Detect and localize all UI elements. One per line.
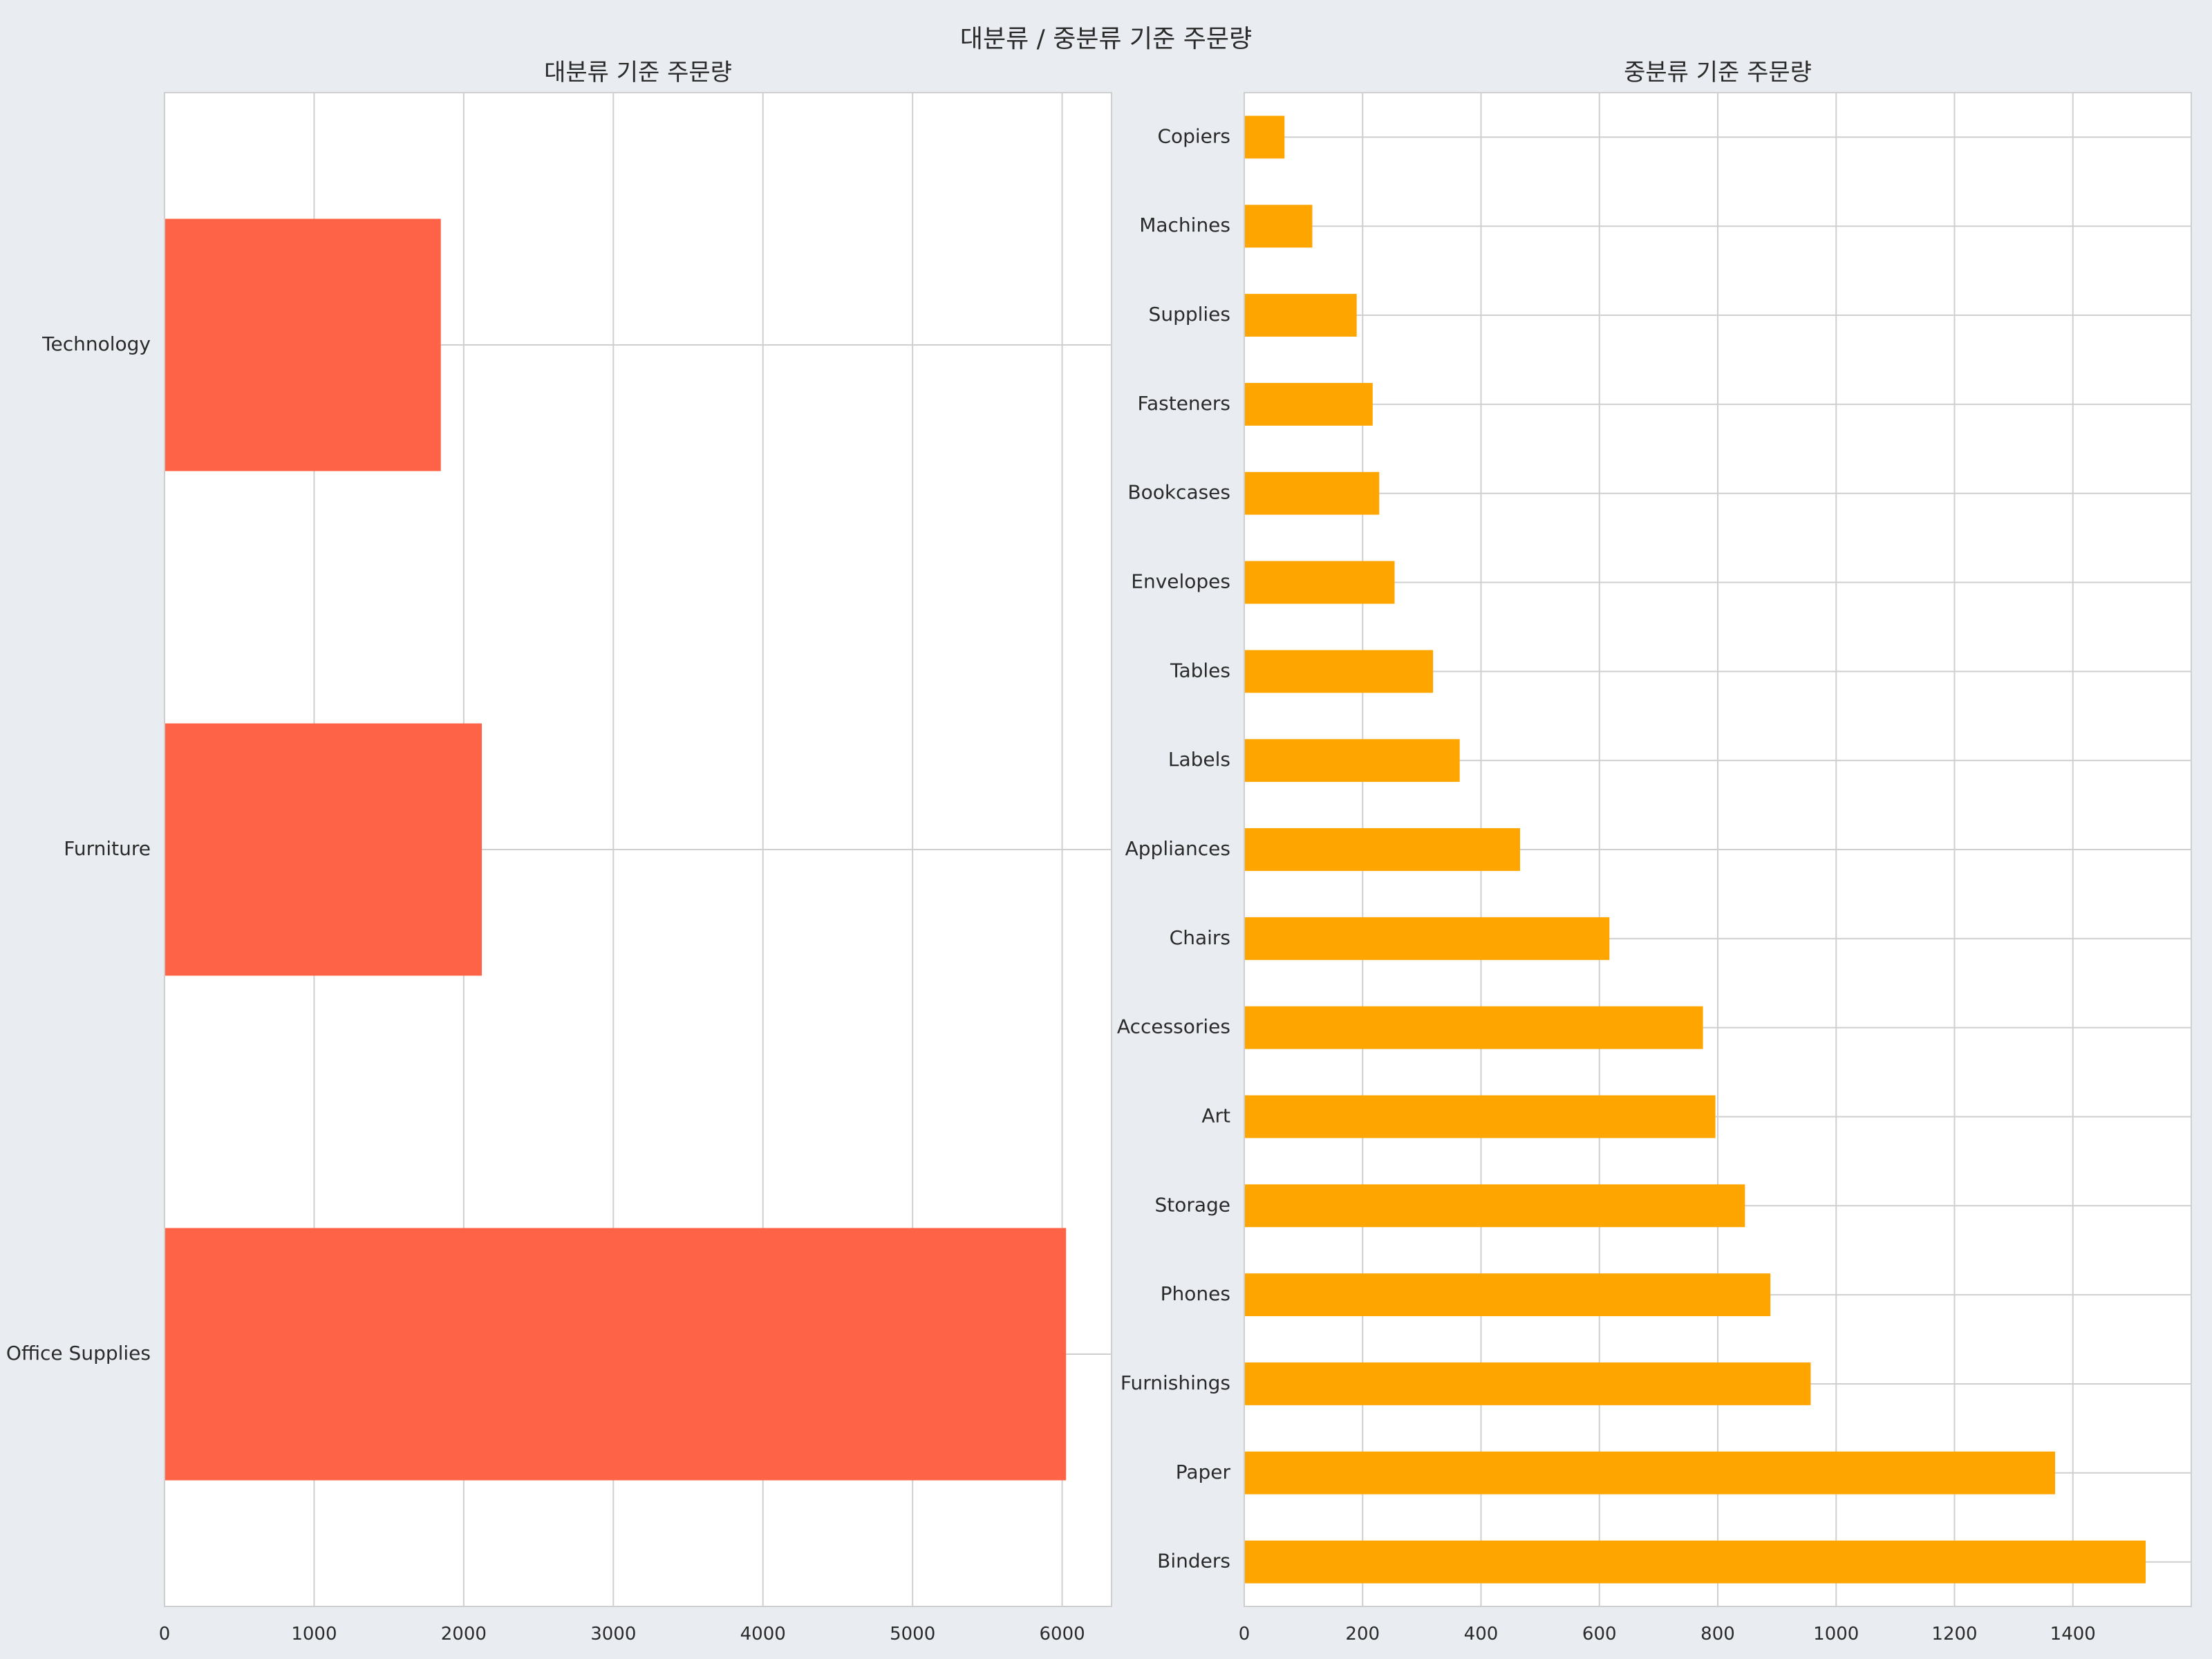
subcategory-x-tick-label: 600 xyxy=(1582,1624,1617,1644)
category-category-label: Technology xyxy=(41,332,151,355)
subcategory-category-label: Copiers xyxy=(1157,124,1230,147)
subcategory-bars xyxy=(1245,115,2146,1584)
subcategory-category-label: Accessories xyxy=(1117,1015,1230,1038)
category-category-label: Furniture xyxy=(64,837,151,860)
subcategory-bar xyxy=(1245,650,1434,693)
category-x-tick-label: 5000 xyxy=(890,1624,935,1644)
subcategory-bar xyxy=(1245,382,1373,426)
subcategory-category-label: Tables xyxy=(1170,659,1230,682)
subcategory-category-label: Paper xyxy=(1176,1461,1231,1483)
subcategory-x-tick-label: 400 xyxy=(1464,1624,1499,1644)
category-x-tick-label: 3000 xyxy=(590,1624,636,1644)
category-chart: 대분류 기준 주문량 Office Supplies Furniture Techn… xyxy=(6,59,1112,1644)
subcategory-x-tick-label: 800 xyxy=(1700,1624,1735,1644)
subcategory-category-label: Storage xyxy=(1154,1193,1230,1216)
subcategory-category-label: Binders xyxy=(1157,1550,1230,1573)
subcategory-labels: Binders Paper Furnishings Phones Storage Art A… xyxy=(1117,124,1231,1572)
subcategory-category-label: Art xyxy=(1201,1104,1230,1127)
subcategory-bar xyxy=(1245,739,1460,782)
category-x-tick-label: 6000 xyxy=(1039,1624,1085,1644)
category-chart-title: 대분류 기준 주문량 xyxy=(544,59,732,86)
category-bars xyxy=(165,218,1067,1481)
category-bar xyxy=(165,218,441,471)
category-bar xyxy=(165,723,482,976)
subcategory-bar xyxy=(1245,561,1395,604)
category-x-tick-labels: 0 1000 2000 3000 4000 5000 6000 xyxy=(159,1624,1085,1644)
subcategory-bar xyxy=(1245,294,1357,337)
subcategory-x-tick-label: 1200 xyxy=(1931,1624,1977,1644)
subcategory-bar xyxy=(1245,205,1313,248)
subcategory-category-label: Bookcases xyxy=(1127,481,1230,504)
subcategory-x-tick-label: 200 xyxy=(1345,1624,1380,1644)
subcategory-x-tick-labels: 0 200 400 600 800 1000 1200 1400 xyxy=(1239,1624,2096,1644)
subcategory-chart-title: 중분류 기준 주문량 xyxy=(1624,59,1812,86)
subcategory-category-label: Furnishings xyxy=(1121,1371,1230,1394)
subcategory-x-tick-label: 1000 xyxy=(1813,1624,1859,1644)
subcategory-bar xyxy=(1245,917,1610,960)
subcategory-bar xyxy=(1245,828,1521,871)
subcategory-category-label: Envelopes xyxy=(1131,570,1230,593)
subcategory-category-label: Machines xyxy=(1139,214,1230,236)
subcategory-bar xyxy=(1245,1451,2056,1494)
subcategory-category-label: Fasteners xyxy=(1137,392,1230,415)
subcategory-category-label: Labels xyxy=(1168,748,1230,771)
subcategory-bar xyxy=(1245,471,1380,515)
subcategory-bar xyxy=(1245,115,1285,159)
subcategory-category-label: Chairs xyxy=(1170,926,1230,949)
category-category-label: Office Supplies xyxy=(6,1342,151,1365)
figure-title: 대분류 / 중분류 기준 주문량 xyxy=(960,25,1252,53)
subcategory-bar xyxy=(1245,1184,1745,1228)
subcategory-category-label: Appliances xyxy=(1125,837,1230,860)
subcategory-x-tick-label: 0 xyxy=(1239,1624,1250,1644)
subcategory-bar xyxy=(1245,1273,1771,1317)
category-bar xyxy=(165,1228,1067,1481)
subcategory-bar xyxy=(1245,1095,1716,1138)
subcategory-x-tick-label: 1400 xyxy=(2050,1624,2096,1644)
subcategory-category-label: Phones xyxy=(1161,1282,1230,1305)
subcategory-chart: 중분류 기준 주문량 Binders Paper Furnishings Phones… xyxy=(1117,59,2192,1644)
category-x-tick-label: 2000 xyxy=(441,1624,487,1644)
category-x-tick-label: 4000 xyxy=(740,1624,786,1644)
subcategory-bar xyxy=(1245,1540,2146,1584)
subcategory-bar xyxy=(1245,1362,1811,1405)
subcategory-category-label: Supplies xyxy=(1149,303,1230,326)
category-x-tick-label: 0 xyxy=(159,1624,171,1644)
category-x-tick-label: 1000 xyxy=(291,1624,337,1644)
subcategory-bar xyxy=(1245,1006,1703,1049)
category-labels: Office Supplies Furniture Technology xyxy=(6,332,151,1365)
